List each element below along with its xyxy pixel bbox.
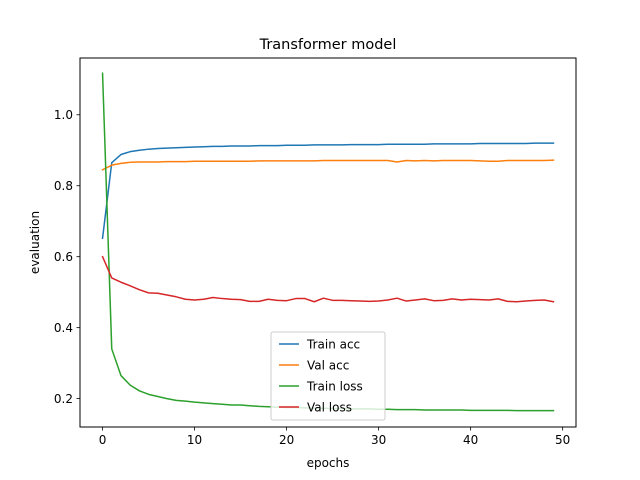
series-1 (101, 159, 555, 171)
x-axis-label: epochs (307, 456, 350, 470)
series-line-3 (101, 255, 555, 303)
series-0 (101, 142, 555, 240)
legend-box (270, 331, 386, 421)
x-tick-label: 50 (555, 433, 570, 447)
legend-label-0: Train acc (306, 337, 360, 351)
y-tick-label: 1.0 (54, 108, 73, 122)
series-line-0 (101, 142, 555, 240)
y-tick-label: 0.6 (54, 250, 73, 264)
chart-title: Transformer model (259, 37, 397, 53)
x-tick-label: 0 (99, 433, 107, 447)
legend-label-3: Val loss (307, 400, 352, 414)
y-axis-label: evaluation (28, 211, 42, 274)
legend-label-1: Val acc (307, 358, 349, 372)
series-3 (101, 255, 555, 303)
y-tick-label: 0.2 (54, 392, 73, 406)
plot-frame (79, 57, 577, 428)
x-tick-label: 30 (371, 433, 386, 447)
ticks-layer: 0 10 20 30 40 50 0.2 0.4 0.6 0.8 1.0 (54, 108, 570, 447)
x-tick-label: 20 (279, 433, 294, 447)
x-tick-label: 10 (187, 433, 202, 447)
legend: Train acc Val acc Train loss Val loss (270, 331, 386, 421)
series-line-1 (101, 159, 555, 171)
legend-label-2: Train loss (306, 379, 363, 393)
y-tick-label: 0.4 (54, 321, 73, 335)
x-tick-label: 40 (463, 433, 478, 447)
y-tick-label: 0.8 (54, 179, 73, 193)
